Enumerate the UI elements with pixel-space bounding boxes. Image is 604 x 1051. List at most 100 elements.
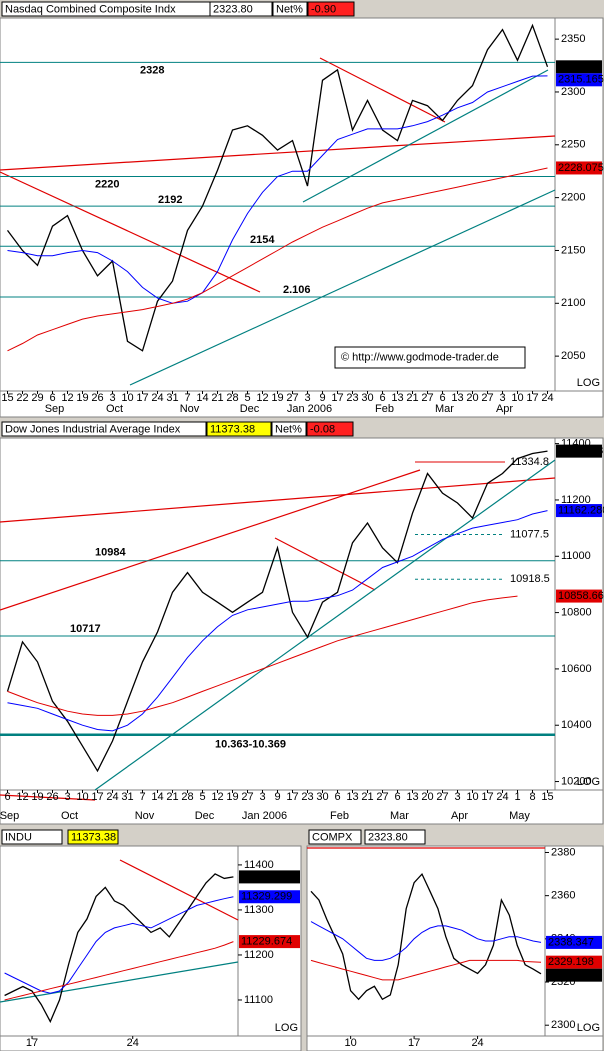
y-tick-label: 2200 (561, 192, 585, 204)
header-box (67, 829, 119, 845)
header-net: -0.90 (311, 3, 336, 15)
x-tick-label: 10 (511, 392, 523, 404)
month-label: Nov (180, 403, 200, 415)
trend-line (0, 961, 239, 1003)
month-label: Oct (106, 403, 123, 415)
x-tick-label: 17 (408, 1037, 420, 1049)
level-label: 10984 (95, 547, 126, 559)
end-label: 11373.38 (241, 871, 286, 883)
moving-average (7, 75, 548, 304)
x-tick-label: 6 (4, 791, 10, 803)
y-tick-label: 11100 (244, 994, 273, 1006)
target-label: 11077.5 (510, 528, 549, 540)
moving-average (7, 595, 518, 716)
x-tick-label: 19 (226, 791, 238, 803)
x-tick-label: 23 (301, 791, 313, 803)
x-tick-label: 30 (316, 791, 328, 803)
x-tick-label: 26 (46, 791, 58, 803)
end-label-box (556, 161, 602, 175)
level-label: 10717 (70, 623, 101, 635)
header-title: COMPX (312, 831, 353, 843)
y-tick-label: 2360 (551, 890, 575, 902)
header-net: -0.08 (310, 423, 335, 435)
x-tick-label: 28 (226, 392, 238, 404)
x-tick-label: 27 (421, 392, 433, 404)
header-title: Dow Jones Industrial Average Index (5, 423, 181, 435)
x-axis-strip (0, 789, 604, 825)
x-tick-label: 9 (319, 392, 325, 404)
x-tick-label: 15 (541, 791, 553, 803)
y-tick-label: 2380 (551, 846, 575, 858)
end-label: 11329.299 (241, 891, 292, 903)
y-tick-label: 2050 (561, 350, 585, 362)
x-tick-label: 12 (211, 791, 223, 803)
x-tick-label: 17 (481, 791, 493, 803)
month-label: Jan 2006 (242, 810, 287, 822)
price-line (4, 873, 234, 1024)
x-tick-label: 13 (406, 791, 418, 803)
month-label: Sep (0, 810, 19, 822)
scale-label: LOG (275, 1022, 298, 1034)
x-tick-label: 3 (304, 392, 310, 404)
x-axis-strip (0, 390, 604, 418)
month-label: Mar (390, 810, 409, 822)
x-tick-label: 20 (466, 392, 478, 404)
end-label: 11162.280 (558, 504, 604, 516)
y-tick-label: 11200 (561, 494, 591, 506)
x-tick-label: 24 (106, 791, 118, 803)
x-tick-label: 31 (166, 392, 178, 404)
month-label: Sep (45, 403, 65, 415)
header-box (307, 1, 355, 17)
x-tick-label: 13 (451, 392, 463, 404)
end-label: 2323.80 (548, 969, 588, 981)
x-tick-label: 21 (211, 392, 223, 404)
x-tick-label: 21 (406, 392, 418, 404)
trend-line (274, 537, 376, 591)
header-box (271, 421, 307, 437)
x-tick-label: 5 (199, 791, 205, 803)
x-tick-label: 14 (196, 392, 208, 404)
header-title: Nasdaq Combined Composite Indx (5, 3, 176, 15)
end-label: 10858.663 (558, 590, 604, 602)
x-tick-label: 24 (151, 392, 163, 404)
level-label: 2192 (158, 194, 182, 206)
price-line (6, 450, 548, 773)
x-tick-label: 23 (346, 392, 358, 404)
y-tick-label: 2300 (561, 86, 585, 98)
x-tick-label: 24 (496, 791, 508, 803)
x-tick-label: 21 (166, 791, 178, 803)
y-tick-label: 2150 (561, 244, 585, 256)
month-label: Oct (61, 810, 78, 822)
moving-average (310, 921, 542, 961)
y-tick-label: 11200 (244, 949, 274, 961)
x-tick-label: 6 (379, 392, 385, 404)
end-label-box (556, 73, 602, 87)
trend-line (0, 135, 556, 171)
month-label: Jan 2006 (287, 403, 332, 415)
moving-average (4, 941, 234, 1001)
trend-line (302, 69, 549, 203)
moving-average (4, 896, 234, 994)
x-tick-label: 10 (76, 791, 88, 803)
x-tick-label: 20 (421, 791, 433, 803)
month-label: Feb (375, 403, 394, 415)
y-tick-label: 10200 (561, 775, 592, 787)
x-axis-strip (0, 1035, 302, 1051)
end-label-box (546, 935, 602, 949)
scale-label: LOG (577, 776, 600, 788)
x-tick-label: 28 (181, 791, 193, 803)
header-box (206, 421, 272, 437)
trend-line (319, 57, 446, 123)
x-tick-label: 3 (259, 791, 265, 803)
x-tick-label: 13 (391, 392, 403, 404)
x-tick-label: 13 (346, 791, 358, 803)
x-tick-label: 1 (514, 791, 520, 803)
level-label: 2.106 (283, 284, 311, 296)
x-tick-label: 12 (61, 392, 73, 404)
header-value: 11373.38 (210, 423, 255, 435)
end-label-box (546, 968, 602, 982)
header-value: 11373.38 (71, 831, 116, 843)
x-tick-label: 27 (376, 791, 388, 803)
x-tick-label: 12 (256, 392, 268, 404)
